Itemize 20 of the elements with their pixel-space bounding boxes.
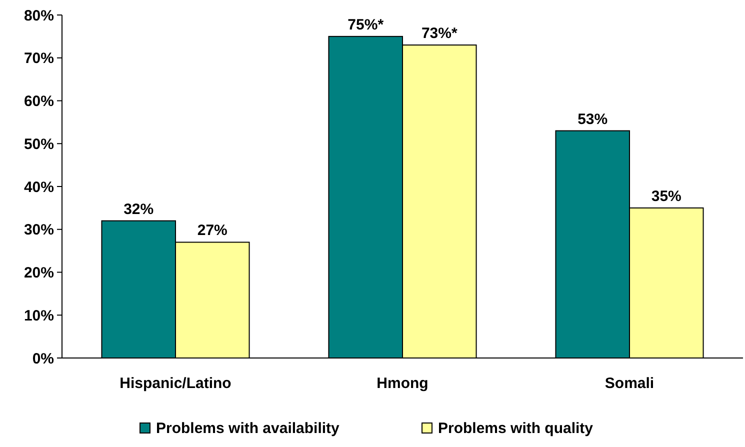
y-tick-label: 60% (24, 93, 54, 110)
data-label: 53% (578, 110, 608, 128)
y-tick-label: 10% (24, 307, 54, 324)
x-tick-label: Somali (604, 375, 654, 392)
y-tick-label: 50% (24, 136, 54, 153)
data-label: 73%* (421, 25, 458, 42)
legend-label: Problems with quality (438, 420, 594, 437)
data-label: 35% (651, 188, 682, 205)
data-label: 27% (197, 222, 228, 240)
x-tick-label: Hmong (376, 375, 428, 392)
y-tick-label: 30% (24, 222, 54, 239)
y-tick-label: 70% (24, 50, 54, 68)
data-label: 32% (124, 200, 154, 218)
data-label: 75%* (348, 16, 384, 34)
y-tick-label: 40% (24, 178, 54, 196)
y-tick-label: 80% (24, 7, 54, 24)
x-tick-label: Hispanic/Latino (120, 375, 232, 392)
legend-label: Problems with availability (156, 420, 340, 437)
y-tick-label: 0% (32, 350, 54, 368)
y-tick-label: 20% (24, 264, 54, 282)
